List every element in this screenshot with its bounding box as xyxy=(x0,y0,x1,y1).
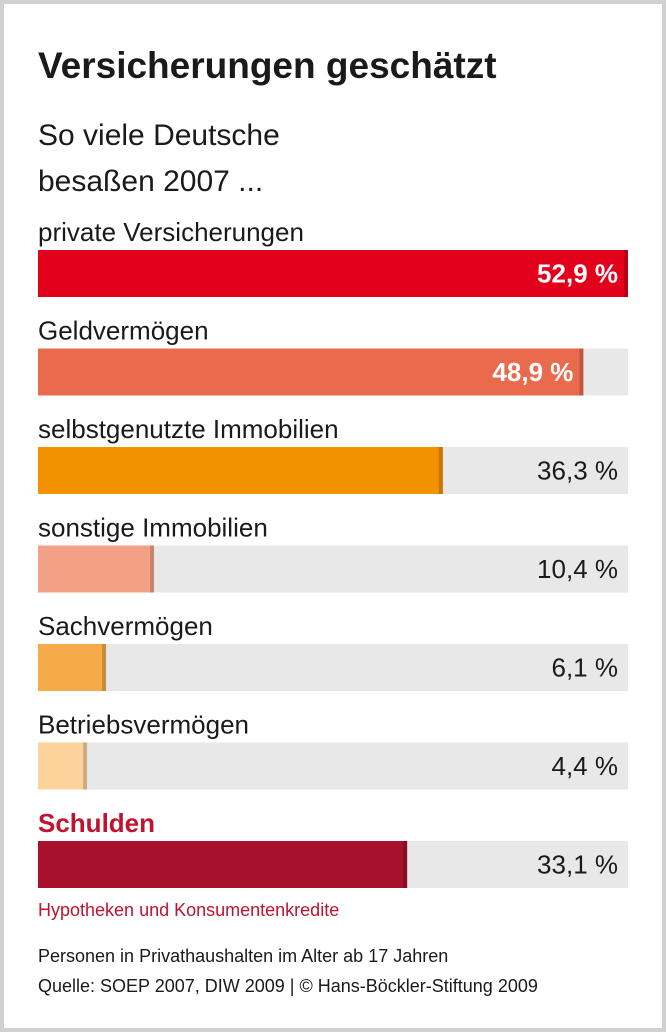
bar xyxy=(38,545,154,593)
category-label: selbstgenutzte Immobilien xyxy=(38,414,339,444)
bar xyxy=(38,447,443,494)
chart-title: Versicherungen geschätzt xyxy=(38,45,497,86)
bar xyxy=(38,250,628,297)
chart-subtitle: besaßen 2007 ... xyxy=(38,165,263,198)
category-label: Geldvermögen xyxy=(38,316,209,346)
bar-edge xyxy=(102,644,107,691)
bar xyxy=(38,348,584,396)
value-label: 33,1 % xyxy=(537,850,618,880)
value-label: 52,9 % xyxy=(537,259,618,289)
category-label: Sachvermögen xyxy=(38,611,213,641)
bar xyxy=(38,742,88,790)
value-label: 48,9 % xyxy=(492,357,573,387)
footnote: Quelle: SOEP 2007, DIW 2009 | © Hans-Böc… xyxy=(38,976,538,996)
annotation: Hypotheken und Konsumentenkredite xyxy=(38,900,339,920)
bar-edge xyxy=(438,447,443,494)
bar-edge xyxy=(149,545,154,593)
chart-subtitle: So viele Deutsche xyxy=(38,119,280,152)
category-label: Betriebsvermögen xyxy=(38,710,249,740)
bar-edge xyxy=(403,841,408,888)
value-label: 10,4 % xyxy=(537,554,618,584)
bar-edge xyxy=(579,348,584,396)
bar-track xyxy=(38,644,628,691)
value-label: 4,4 % xyxy=(552,751,619,781)
bar xyxy=(38,644,107,691)
value-label: 36,3 % xyxy=(537,456,618,486)
bar-edge xyxy=(83,742,88,790)
bar-track xyxy=(38,742,628,790)
category-label: Schulden xyxy=(38,808,155,838)
value-label: 6,1 % xyxy=(552,653,619,683)
category-label: sonstige Immobilien xyxy=(38,513,268,543)
category-label: private Versicherungen xyxy=(38,217,304,247)
footnote: Personen in Privathaushalten im Alter ab… xyxy=(38,946,448,966)
bar xyxy=(38,841,408,888)
bar-edge xyxy=(624,250,628,297)
